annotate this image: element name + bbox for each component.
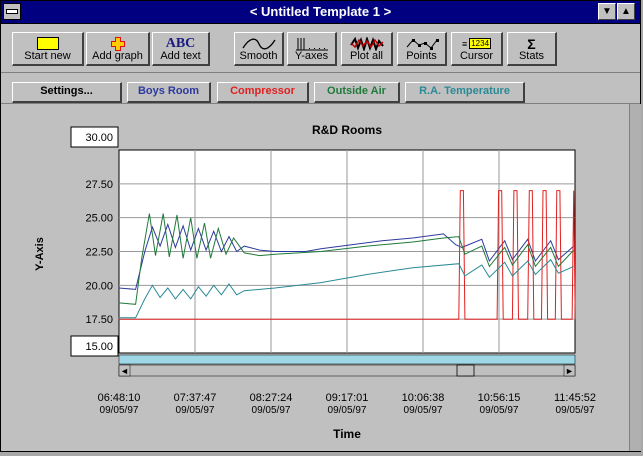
series-button-boys-room[interactable]: Boys Room — [127, 82, 211, 103]
x-tick-time: 11:45:52 — [554, 392, 596, 404]
cursor-button[interactable]: ≡ 1234 Cursor — [451, 32, 503, 66]
series-bar: Settings... Boys Room Compressor Outside… — [1, 73, 640, 104]
x-tick-time: 10:56:15 — [478, 392, 521, 404]
add-graph-button[interactable]: Add graph — [86, 32, 150, 66]
y-axes-button[interactable]: Y-axes — [287, 32, 337, 66]
points-label: Points — [406, 50, 437, 62]
y-axes-icon — [288, 36, 335, 51]
series-button-compressor[interactable]: Compressor — [217, 82, 309, 103]
x-tick-time: 10:06:38 — [402, 392, 445, 404]
add-graph-label: Add graph — [92, 50, 143, 62]
y-min-field-text: 15.00 — [85, 341, 113, 353]
series-button-ra-temperature[interactable]: R.A. Temperature — [405, 82, 525, 103]
x-tick-time: 06:48:10 — [98, 392, 141, 404]
stats-button[interactable]: Σ Stats — [507, 32, 557, 66]
x-tick-labels: 06:48:1009/05/9707:37:4709/05/9708:27:24… — [98, 392, 596, 416]
stats-label: Stats — [518, 50, 545, 62]
plot-all-label: Plot all — [349, 50, 384, 62]
minimize-button[interactable]: ▼ — [598, 3, 616, 20]
settings-button[interactable]: Settings... — [12, 82, 122, 103]
add-text-label: Add text — [160, 50, 201, 62]
system-menu-icon — [6, 9, 18, 14]
smooth-button[interactable]: Smooth — [234, 32, 284, 66]
x-tick-date: 09/05/97 — [480, 405, 519, 416]
smooth-icon — [235, 36, 282, 51]
x-tick-date: 09/05/97 — [404, 405, 443, 416]
series-line-boys-room — [118, 222, 575, 290]
minimize-icon: ▼ — [602, 6, 612, 17]
chart-title: R&D Rooms — [312, 123, 382, 137]
points-button[interactable]: Points — [397, 32, 447, 66]
cursor-icon-readout: 1234 — [469, 38, 492, 49]
add-graph-icon — [87, 36, 148, 51]
series-lines — [118, 190, 576, 320]
y-tick-labels: 27.50 25.00 22.50 20.00 17.50 — [85, 179, 113, 326]
scroll-right-icon: ► — [565, 366, 574, 376]
series-button-outside-air[interactable]: Outside Air — [314, 82, 400, 103]
x-tick-time: 07:37:47 — [174, 392, 217, 404]
x-tick-time: 09:17:01 — [326, 392, 369, 404]
window-title: < Untitled Template 1 > — [249, 4, 392, 19]
start-new-button[interactable]: Start new — [12, 32, 84, 66]
scroll-left-button[interactable] — [118, 364, 131, 377]
y-axis-label: Y-Axis — [34, 237, 46, 271]
maximize-button[interactable]: ▲ — [617, 3, 635, 20]
x-tick-date: 09/05/97 — [252, 405, 291, 416]
cursor-label: Cursor — [459, 50, 493, 62]
plot-all-button[interactable]: Plot all — [341, 32, 393, 66]
toolbar: Start new Add graph ABC Add text Smooth … — [1, 24, 640, 73]
y-tick-label: 22.50 — [85, 247, 113, 259]
y-axes-label: Y-axes — [294, 50, 329, 62]
maximize-icon: ▲ — [621, 6, 631, 17]
y-max-field[interactable] — [70, 126, 119, 148]
stats-icon-glyph: Σ — [527, 35, 536, 52]
add-text-button[interactable]: ABC Add text — [152, 32, 210, 66]
start-new-label: Start new — [24, 50, 71, 62]
x-tick-date: 09/05/97 — [176, 405, 215, 416]
system-menu-button[interactable] — [3, 3, 21, 20]
y-tick-label: 25.00 — [85, 213, 113, 225]
x-tick-date: 09/05/97 — [100, 405, 139, 416]
x-axis-label: Time — [333, 427, 361, 441]
cursor-icon: ≡ 1234 — [452, 36, 501, 51]
y-tick-label: 20.00 — [85, 280, 113, 292]
series-line-r-a-temperature — [118, 258, 574, 319]
add-text-icon: ABC — [153, 36, 208, 51]
y-tick-label: 17.50 — [85, 314, 113, 326]
title-bar[interactable]: < Untitled Template 1 > ▼ ▲ — [1, 1, 640, 24]
stats-icon: Σ — [508, 35, 555, 52]
line-chart: R&D Rooms 30.00 15.00 Y-Axis 27.5025.002… — [34, 123, 596, 441]
y-tick-label: 27.50 — [85, 179, 113, 191]
time-range-bar[interactable] — [118, 354, 576, 365]
add-text-icon-glyph: ABC — [165, 35, 196, 51]
y-min-field[interactable] — [70, 335, 119, 357]
smooth-label: Smooth — [239, 50, 278, 62]
y-max-field-text: 30.00 — [85, 132, 113, 144]
x-tick-date: 09/05/97 — [328, 405, 367, 416]
cursor-icon-lines: ≡ — [461, 38, 468, 49]
x-tick-time: 08:27:24 — [250, 392, 293, 404]
window-right-edge — [629, 104, 641, 451]
points-icon — [398, 36, 445, 51]
scroll-thumb[interactable] — [456, 364, 475, 377]
plot-all-icon — [342, 36, 391, 51]
scroll-left-icon: ◄ — [120, 366, 129, 376]
plot-area: R&D Rooms 30.00 15.00 Y-Axis 27.50 25.00 2… — [1, 104, 640, 451]
start-new-icon — [13, 36, 82, 51]
horizontal-scrollbar[interactable] — [118, 364, 576, 377]
scroll-right-button[interactable] — [563, 364, 576, 377]
x-tick-date: 09/05/97 — [556, 405, 595, 416]
series-line-compressor — [118, 190, 576, 320]
series-line-outside-air — [118, 213, 575, 305]
